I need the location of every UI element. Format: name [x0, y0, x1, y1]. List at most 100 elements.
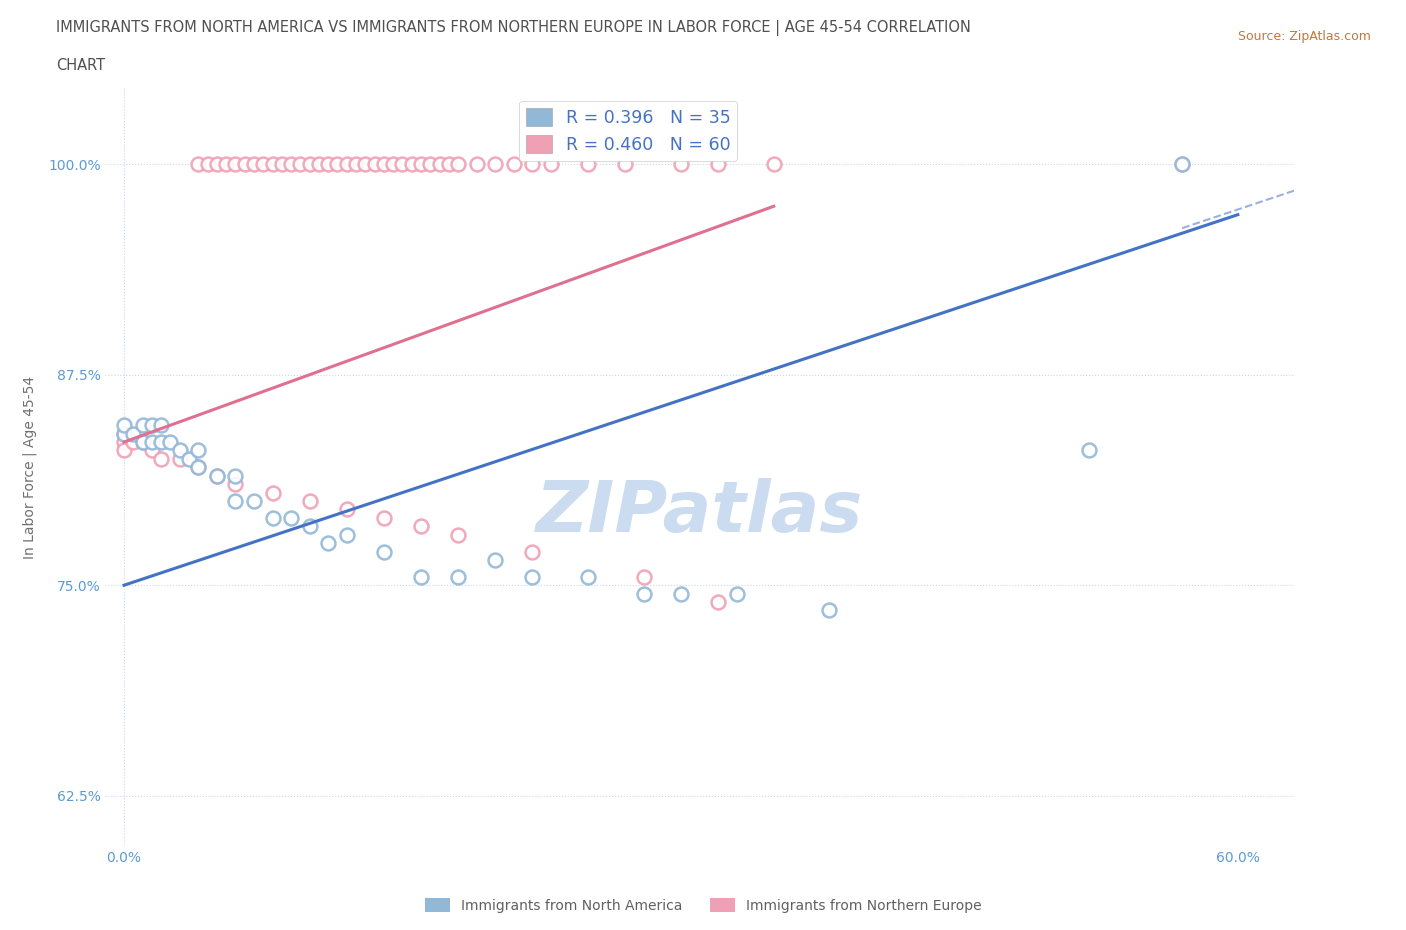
Point — [447, 569, 470, 584]
Point — [187, 460, 209, 474]
Point — [290, 156, 312, 171]
Text: IMMIGRANTS FROM NORTH AMERICA VS IMMIGRANTS FROM NORTHERN EUROPE IN LABOR FORCE : IMMIGRANTS FROM NORTH AMERICA VS IMMIGRA… — [56, 20, 972, 36]
Point — [502, 156, 524, 171]
Point — [150, 451, 173, 466]
Point — [818, 603, 841, 618]
Point — [419, 156, 441, 171]
Point — [391, 156, 413, 171]
Point — [187, 156, 209, 171]
Point — [112, 418, 135, 432]
Point — [447, 156, 470, 171]
Point — [262, 511, 284, 525]
Point — [262, 156, 284, 171]
Point — [363, 156, 385, 171]
Point — [1171, 156, 1194, 171]
Point — [336, 527, 359, 542]
Point — [224, 469, 246, 484]
Point — [429, 156, 451, 171]
Point — [131, 418, 153, 432]
Point — [205, 156, 228, 171]
Point — [373, 511, 395, 525]
Point — [280, 156, 302, 171]
Point — [141, 418, 163, 432]
Text: Source: ZipAtlas.com: Source: ZipAtlas.com — [1237, 30, 1371, 43]
Point — [187, 443, 209, 458]
Point — [298, 519, 321, 534]
Point — [633, 586, 655, 601]
Point — [576, 569, 599, 584]
Point — [112, 443, 135, 458]
Point — [224, 477, 246, 492]
Point — [614, 156, 637, 171]
Point — [669, 156, 692, 171]
Point — [669, 586, 692, 601]
Point — [243, 156, 266, 171]
Point — [205, 469, 228, 484]
Point — [326, 156, 349, 171]
Point — [298, 494, 321, 509]
Point — [280, 511, 302, 525]
Point — [197, 156, 219, 171]
Point — [298, 156, 321, 171]
Point — [177, 451, 200, 466]
Point — [465, 156, 488, 171]
Point — [112, 434, 135, 449]
Point — [233, 156, 256, 171]
Point — [409, 156, 432, 171]
Point — [187, 460, 209, 474]
Point — [141, 434, 163, 449]
Point — [409, 519, 432, 534]
Point — [576, 156, 599, 171]
Y-axis label: In Labor Force | Age 45-54: In Labor Force | Age 45-54 — [22, 376, 37, 559]
Point — [169, 451, 191, 466]
Point — [336, 156, 359, 171]
Point — [316, 536, 339, 551]
Point — [215, 156, 238, 171]
Point — [725, 586, 748, 601]
Text: CHART: CHART — [56, 58, 105, 73]
Point — [205, 469, 228, 484]
Point — [336, 502, 359, 517]
Point — [122, 434, 145, 449]
Point — [484, 552, 506, 567]
Point — [224, 156, 246, 171]
Point — [1078, 443, 1101, 458]
Point — [122, 426, 145, 441]
Point — [224, 494, 246, 509]
Point — [316, 156, 339, 171]
Point — [707, 156, 730, 171]
Point — [484, 156, 506, 171]
Point — [131, 434, 153, 449]
Point — [382, 156, 405, 171]
Point — [150, 418, 173, 432]
Point — [540, 156, 562, 171]
Point — [437, 156, 460, 171]
Point — [522, 569, 544, 584]
Point — [262, 485, 284, 500]
Legend: Immigrants from North America, Immigrants from Northern Europe: Immigrants from North America, Immigrant… — [419, 893, 987, 919]
Point — [270, 156, 292, 171]
Point — [373, 544, 395, 559]
Point — [131, 434, 153, 449]
Point — [252, 156, 274, 171]
Point — [344, 156, 367, 171]
Point — [522, 544, 544, 559]
Point — [169, 443, 191, 458]
Point — [159, 434, 181, 449]
Text: ZIPatlas: ZIPatlas — [536, 478, 863, 547]
Point — [243, 494, 266, 509]
Point — [762, 156, 785, 171]
Point — [112, 426, 135, 441]
Point — [409, 569, 432, 584]
Point — [112, 426, 135, 441]
Point — [141, 443, 163, 458]
Point — [522, 156, 544, 171]
Point — [633, 569, 655, 584]
Point — [447, 527, 470, 542]
Point — [150, 434, 173, 449]
Point — [308, 156, 330, 171]
Point — [373, 156, 395, 171]
Point — [707, 594, 730, 609]
Point — [1171, 156, 1194, 171]
Point — [354, 156, 377, 171]
